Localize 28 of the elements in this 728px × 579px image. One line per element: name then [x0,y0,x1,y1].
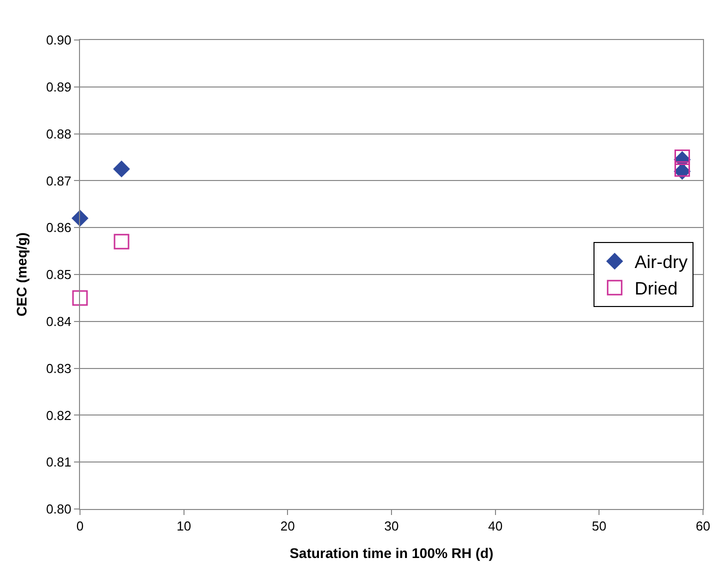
x-tick-label: 10 [176,518,192,534]
point [113,160,130,178]
point [674,150,690,165]
point [114,234,130,250]
y-tick-label: 0.80 [46,502,72,517]
x-tick-label: 30 [384,518,399,534]
x-axis-title: Saturation time in 100% RH (d) [290,544,494,561]
x-tick-label: 60 [696,518,710,534]
y-axis-title: CEC (meq/g) [14,232,30,316]
point [674,161,690,177]
y-tick-label: 0.88 [46,126,72,142]
x-tick-label: 0 [76,518,84,534]
y-tick-label: 0.82 [46,408,72,423]
legend-label: Dried [634,278,678,299]
legend-label: Air-dry [634,252,688,272]
y-tick-label: 0.83 [46,360,72,376]
x-tick-label: 40 [488,518,503,534]
y-tick-label: 0.84 [46,314,72,329]
point [72,290,88,306]
y-tick-label: 0.90 [46,32,72,48]
x-tick-label: 20 [280,518,295,534]
y-tick-label: 0.89 [46,79,72,94]
x-tick-label: 50 [592,518,606,534]
y-tick-label: 0.85 [46,267,72,282]
y-tick-label: 0.81 [46,454,72,470]
point [72,210,88,227]
y-tick-label: 0.87 [46,173,72,188]
y-tick-label: 0.86 [46,220,72,236]
